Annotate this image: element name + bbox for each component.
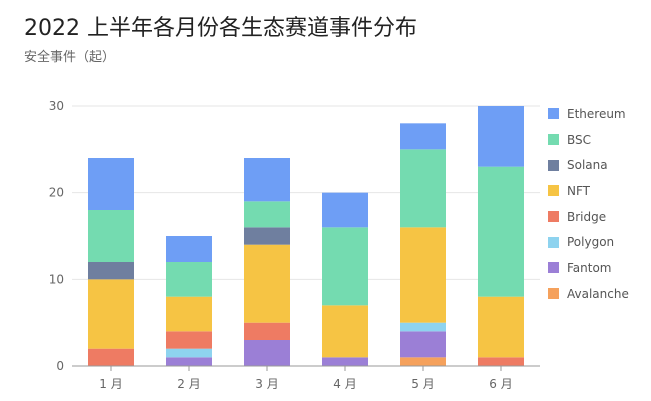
bar-segment-ethereum (400, 123, 446, 150)
bar-segment-bsc (322, 227, 368, 306)
bar-segment-fantom (166, 357, 212, 366)
grid-lines (72, 105, 540, 280)
legend-swatch (548, 108, 559, 120)
bars (88, 106, 524, 366)
bar-segment-nft (400, 227, 446, 323)
legend-item-bridge[interactable]: Bridge (548, 204, 629, 230)
x-tick-label: 3 月 (255, 377, 278, 391)
bar-segment-ethereum (88, 158, 134, 210)
bar-segment-solana (244, 227, 290, 245)
chart-subtitle: 安全事件（起） (24, 50, 116, 65)
legend-item-avalanche[interactable]: Avalanche (548, 281, 629, 307)
legend-swatch (548, 262, 559, 274)
legend-swatch (548, 211, 559, 223)
legend-label: NFT (567, 183, 590, 198)
bar-segment-polygon (400, 322, 446, 332)
legend-label: Bridge (567, 209, 607, 224)
bar-segment-bsc (88, 210, 134, 262)
legend-item-nft[interactable]: NFT (548, 178, 629, 204)
bar-segment-ethereum (478, 106, 524, 167)
legend-item-bsc[interactable]: BSC (548, 127, 629, 153)
chart-title: 2022 上半年各月份各生态赛道事件分布 (24, 16, 417, 41)
bar-segment-ethereum (322, 192, 368, 228)
legend-label: Ethereum (567, 106, 626, 121)
chart-legend: Ethereum BSC Solana NFT Bridge Polygon Fantom A… (548, 101, 629, 307)
legend-swatch (548, 159, 559, 171)
x-tick-label: 1 月 (99, 377, 122, 391)
x-tick-label: 2 月 (177, 377, 200, 391)
y-tick-label: 20 (49, 186, 64, 200)
bar-segment-nft (478, 296, 524, 358)
bar-segment-polygon (166, 348, 212, 358)
legend-swatch (548, 236, 559, 248)
bar-segment-bsc (478, 166, 524, 297)
bar-segment-fantom (244, 340, 290, 366)
bar-segment-bridge (244, 322, 290, 340)
legend-item-ethereum[interactable]: Ethereum (548, 101, 629, 127)
legend-swatch (548, 134, 559, 146)
bar-segment-nft (166, 296, 212, 332)
bar-segment-nft (322, 305, 368, 358)
legend-label: Fantom (567, 260, 612, 275)
y-tick-label: 30 (49, 99, 64, 113)
legend-swatch (548, 288, 559, 300)
legend-swatch (548, 185, 559, 197)
axes: 0 10 20 30 1 月 2 月 3 月 4 月 5 月 6 月 (49, 99, 540, 391)
bar-segment-ethereum (166, 236, 212, 262)
bar-segment-bridge (166, 331, 212, 349)
legend-item-fantom[interactable]: Fantom (548, 255, 629, 281)
y-tick-label: 0 (56, 359, 64, 373)
bar-segment-bridge (478, 357, 524, 366)
y-tick-label: 10 (49, 272, 64, 286)
x-tick-label: 5 月 (411, 377, 434, 391)
bar-segment-bsc (244, 201, 290, 228)
x-tick-label: 6 月 (489, 377, 512, 391)
bar-segment-ethereum (244, 158, 290, 202)
legend-label: Polygon (567, 235, 615, 250)
bar-segment-fantom (322, 357, 368, 366)
legend-label: Solana (567, 158, 608, 173)
bar-segment-bridge (88, 348, 134, 366)
bar-segment-bsc (166, 262, 212, 297)
bar-segment-nft (88, 279, 134, 349)
bar-segment-bsc (400, 149, 446, 228)
bar-segment-nft (244, 244, 290, 323)
legend-label: BSC (567, 132, 592, 147)
bar-segment-solana (88, 262, 134, 280)
x-tick-label: 4 月 (333, 377, 356, 391)
legend-item-polygon[interactable]: Polygon (548, 229, 629, 255)
legend-label: Avalanche (567, 286, 629, 301)
bar-segment-fantom (400, 331, 446, 358)
bar-segment-avalanche (400, 357, 446, 366)
legend-item-solana[interactable]: Solana (548, 152, 629, 178)
